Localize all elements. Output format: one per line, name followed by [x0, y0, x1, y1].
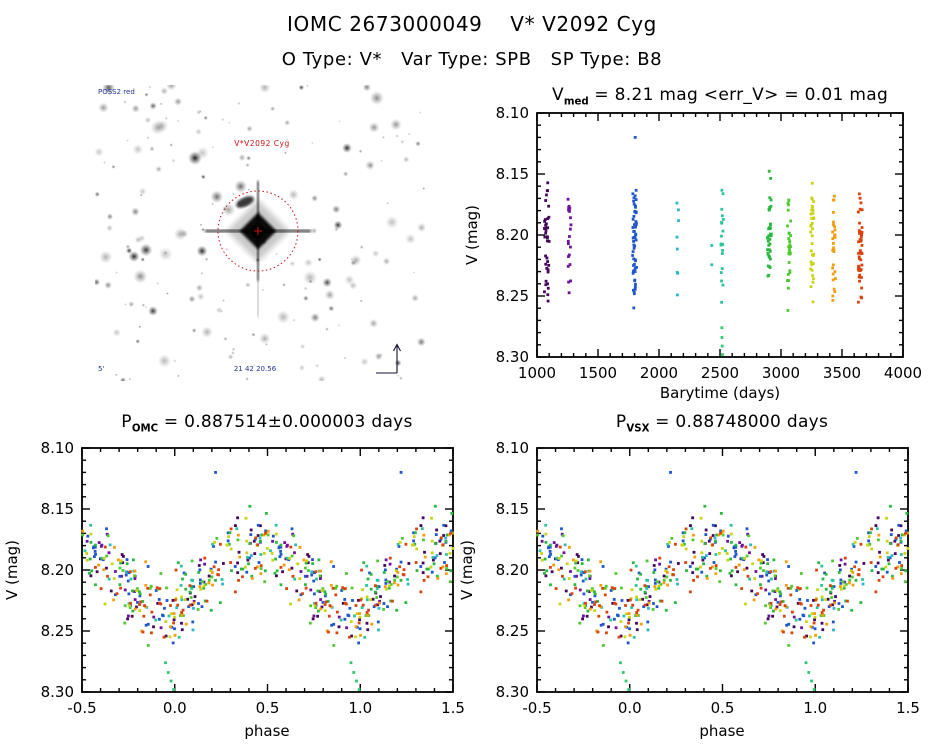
phase-omc-data-points [81, 471, 455, 691]
phase-omc-plot: V (mag) phase -0.5 0.0 0.5 1.0 1.5 8.10 8.15 8.… [3, 439, 465, 740]
svg-text:2500: 2500 [701, 364, 739, 382]
svg-text:8.15: 8.15 [496, 500, 529, 518]
phase-vsx-ylabel: V (mag) [458, 540, 476, 600]
timeseries-xlabel: Barytime (days) [660, 384, 780, 402]
svg-text:8.15: 8.15 [41, 500, 74, 518]
svg-text:8.10: 8.10 [41, 439, 74, 457]
svg-text:8.25: 8.25 [496, 287, 529, 305]
coordinate-label: 21 42 20.56 [234, 365, 277, 373]
svg-text:-0.5: -0.5 [522, 699, 551, 717]
svg-text:4000: 4000 [884, 364, 922, 382]
phase-vsx-data-points [536, 471, 910, 691]
target-circle-marker [217, 190, 299, 272]
svg-text:1.0: 1.0 [348, 699, 372, 717]
svg-text:-0.5: -0.5 [67, 699, 96, 717]
phase-omc-axes: -0.5 0.0 0.5 1.0 1.5 8.10 8.15 8.20 8.25 8.30 [41, 439, 465, 717]
svg-text:3500: 3500 [823, 364, 861, 382]
phase-omc-ylabel: V (mag) [3, 540, 21, 600]
svg-text:3000: 3000 [762, 364, 800, 382]
svg-text:0.5: 0.5 [711, 699, 735, 717]
svg-text:8.20: 8.20 [496, 226, 529, 244]
svg-text:8.20: 8.20 [41, 561, 74, 579]
starfield-image: V*V2092 Cyg POSS2 red 21 42 20.56 5' [95, 85, 425, 381]
svg-text:1.0: 1.0 [803, 699, 827, 717]
target-name-label: V*V2092 Cyg [234, 139, 289, 148]
timeseries-axes: 1000 1500 2000 2500 3000 3500 4000 8.10 8.15 8.20… [496, 104, 923, 382]
svg-text:0.5: 0.5 [256, 699, 280, 717]
svg-text:8.25: 8.25 [496, 622, 529, 640]
page-subtitle: O Type: V* Var Type: SPB SP Type: B8 [281, 49, 663, 70]
timeseries-plot: V (mag) Barytime (days) 1000 1500 2000 2500… [463, 104, 923, 402]
svg-text:8.30: 8.30 [496, 683, 529, 701]
svg-text:8.10: 8.10 [496, 439, 529, 457]
timeseries-ylabel: V (mag) [463, 205, 481, 265]
svg-text:8.15: 8.15 [496, 165, 529, 183]
phase-vsx-axes: -0.5 0.0 0.5 1.0 1.5 8.10 8.15 8.20 8.25 8.30 [496, 439, 920, 717]
svg-text:8.25: 8.25 [41, 622, 74, 640]
svg-text:1.5: 1.5 [896, 699, 920, 717]
companion-star-blob [236, 196, 254, 208]
svg-text:8.10: 8.10 [496, 104, 529, 122]
svg-text:8.30: 8.30 [41, 683, 74, 701]
timeseries-plot-panel: Vmed = 8.21 mag <err_V> = 0.01 mag V (ma… [455, 85, 944, 405]
phase-omc-xlabel: phase [244, 722, 289, 740]
svg-text:1000: 1000 [518, 364, 556, 382]
phase-vsx-plot-title: PVSX = 0.88748000 days [615, 412, 829, 435]
phase-vsx-xlabel: phase [699, 722, 744, 740]
phase-omc-plot-panel: POMC = 0.887514±0.000003 days V (mag) ph… [0, 410, 470, 747]
finding-chart-panel: V*V2092 Cyg POSS2 red 21 42 20.56 5' [95, 85, 425, 381]
field-stars [95, 85, 425, 381]
phase-vsx-plot-panel: PVSX = 0.88748000 days V (mag) phase -0.… [455, 410, 944, 747]
target-crosshair [254, 227, 262, 235]
svg-text:2000: 2000 [640, 364, 678, 382]
phase-omc-plot-title: POMC = 0.887514±0.000003 days [121, 412, 413, 435]
scale-label: 5' [98, 365, 104, 373]
timeseries-data-points [543, 136, 864, 356]
survey-label: POSS2 red [98, 88, 135, 96]
svg-text:1.5: 1.5 [441, 699, 465, 717]
svg-text:1500: 1500 [579, 364, 617, 382]
svg-text:8.20: 8.20 [496, 561, 529, 579]
compass-icon [376, 343, 401, 374]
svg-text:8.30: 8.30 [496, 348, 529, 366]
phase-vsx-plot: V (mag) phase -0.5 0.0 0.5 1.0 1.5 8.10 8.15 8.… [458, 439, 920, 740]
timeseries-plot-title: Vmed = 8.21 mag <err_V> = 0.01 mag [551, 85, 889, 108]
svg-text:0.0: 0.0 [618, 699, 642, 717]
page-title: IOMC 2673000049 V* V2092 Cyg [287, 12, 657, 36]
svg-text:0.0: 0.0 [163, 699, 187, 717]
